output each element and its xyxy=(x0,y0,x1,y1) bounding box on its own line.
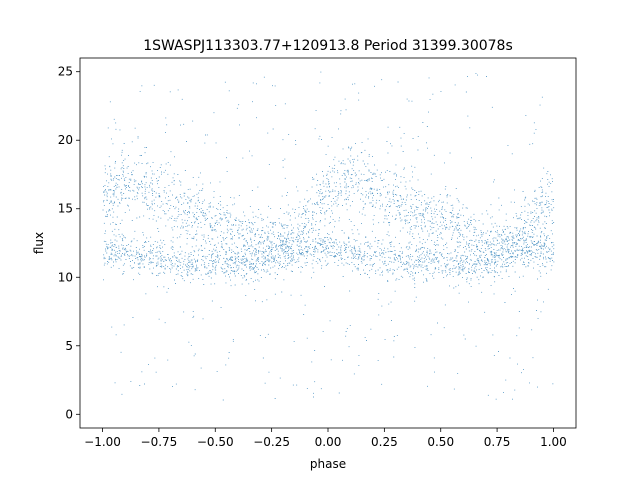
x-tick-label: −0.50 xyxy=(197,435,234,449)
chart-title: 1SWASPJ113303.77+120913.8 Period 31399.3… xyxy=(143,38,513,54)
y-tick-label: 25 xyxy=(58,65,73,79)
y-axis-label: flux xyxy=(32,232,46,254)
x-tick-label: 0.25 xyxy=(371,435,398,449)
y-tick-label: 10 xyxy=(58,270,73,284)
y-tick-label: 15 xyxy=(58,202,73,216)
y-axis-ticks: 0 5 10 15 20 25 xyxy=(58,65,80,421)
x-axis-ticks: −1.00 −0.75 −0.50 −0.25 0.00 0.25 0.50 0.75 1.00 xyxy=(84,428,567,449)
y-tick-label: 20 xyxy=(58,133,73,147)
x-tick-label: 0.00 xyxy=(315,435,342,449)
x-tick-label: −0.25 xyxy=(253,435,290,449)
x-tick-label: 0.75 xyxy=(484,435,511,449)
x-tick-label: 1.00 xyxy=(540,435,567,449)
x-axis-label: phase xyxy=(310,457,346,471)
x-tick-label: −0.75 xyxy=(141,435,178,449)
y-tick-label: 5 xyxy=(65,339,73,353)
x-tick-label: 0.50 xyxy=(427,435,454,449)
y-tick-label: 0 xyxy=(65,407,73,421)
scatter-points xyxy=(102,71,555,401)
data-points xyxy=(102,71,555,401)
x-tick-label: −1.00 xyxy=(84,435,121,449)
